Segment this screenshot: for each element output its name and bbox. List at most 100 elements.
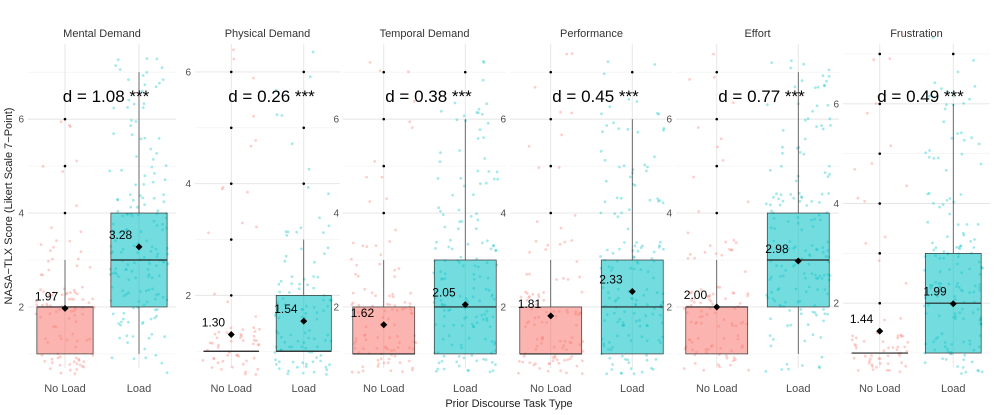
effect-size-label: d = 0.26 ***	[228, 87, 315, 106]
outlier-point	[302, 126, 306, 130]
jitter-point	[927, 94, 931, 98]
jitter-point	[956, 223, 960, 227]
jitter-point	[818, 366, 821, 370]
jitter-point	[472, 193, 475, 197]
jitter-point	[393, 354, 397, 358]
mean-marker	[547, 312, 555, 320]
x-tick-label: No Load	[363, 383, 405, 395]
jitter-point	[393, 268, 397, 272]
jitter-point	[633, 184, 637, 187]
jitter-point	[952, 94, 956, 98]
jitter-point	[494, 363, 497, 366]
jitter-point	[451, 193, 455, 197]
y-tick-label: 2	[833, 299, 839, 310]
effect-size-label: d = 0.38 ***	[385, 87, 472, 106]
jitter-point	[143, 203, 147, 207]
outlier-point	[229, 238, 233, 241]
jitter-point	[324, 365, 328, 369]
jitter-point	[641, 244, 644, 248]
jitter-point	[217, 330, 221, 334]
jitter-point	[126, 78, 130, 81]
jitter-point	[437, 361, 441, 365]
jitter-point	[119, 323, 122, 327]
jitter-point	[274, 88, 278, 92]
jitter-point	[315, 356, 318, 359]
jitter-point	[811, 310, 815, 314]
jitter-point	[229, 326, 233, 330]
jitter-point	[319, 354, 323, 357]
outlier-point	[63, 164, 67, 168]
jitter-point	[307, 167, 311, 171]
jitter-point	[477, 107, 481, 111]
jitter-point	[368, 61, 372, 64]
jitter-point	[155, 314, 159, 318]
jitter-point	[216, 361, 220, 365]
jitter-point	[941, 357, 944, 360]
jitter-point	[56, 356, 60, 360]
jitter-point	[52, 291, 56, 294]
jitter-point	[926, 192, 930, 196]
jitter-point	[229, 339, 233, 343]
jitter-point	[631, 249, 635, 253]
jitter-point	[361, 369, 365, 373]
jitter-point	[476, 111, 480, 115]
jitter-point	[898, 370, 902, 374]
jitter-point	[535, 303, 538, 306]
jitter-point	[389, 369, 393, 372]
jitter-point	[738, 302, 742, 305]
jitter-point	[608, 105, 612, 109]
jitter-point	[401, 370, 404, 374]
jitter-point	[968, 97, 971, 101]
jitter-point	[114, 64, 118, 67]
jitter-point	[800, 79, 804, 83]
jitter-point	[708, 294, 712, 297]
jitter-point	[960, 131, 963, 135]
jitter-point	[964, 370, 968, 374]
jitter-point	[566, 358, 570, 362]
outlier-point	[715, 211, 719, 215]
outlier-point	[382, 117, 386, 121]
jitter-point	[924, 151, 928, 155]
jitter-point	[605, 372, 608, 376]
jitter-point	[706, 294, 710, 298]
jitter-point	[274, 363, 278, 366]
jitter-point	[132, 357, 136, 361]
jitter-point	[768, 168, 772, 172]
jitter-point	[904, 281, 908, 285]
jitter-point	[34, 300, 38, 303]
jitter-point	[570, 52, 574, 55]
jitter-point	[47, 293, 51, 297]
jitter-point	[823, 312, 827, 316]
jitter-point	[120, 168, 123, 172]
jitter-point	[257, 343, 261, 347]
jitter-point	[408, 302, 412, 305]
jitter-point	[142, 183, 146, 186]
jitter-point	[220, 368, 223, 371]
jitter-point	[481, 78, 485, 82]
jitter-point	[901, 334, 905, 338]
jitter-point	[207, 231, 210, 235]
jitter-point	[789, 193, 793, 196]
jitter-point	[806, 117, 810, 120]
jitter-point	[976, 369, 980, 372]
jitter-point	[570, 239, 574, 242]
jitter-point	[47, 259, 50, 263]
jitter-point	[153, 172, 156, 175]
jitter-point	[689, 304, 693, 307]
jitter-point	[131, 198, 135, 202]
jitter-point	[237, 354, 241, 358]
jitter-point	[252, 114, 256, 118]
jitter-point	[821, 74, 825, 78]
jitter-point	[35, 303, 39, 307]
jitter-point	[144, 356, 148, 360]
outlier-point	[630, 70, 634, 74]
outlier-point	[229, 70, 233, 74]
jitter-point	[467, 369, 471, 372]
jitter-point	[50, 357, 54, 361]
jitter-point	[781, 151, 784, 155]
jitter-point	[563, 240, 567, 244]
jitter-point	[636, 130, 640, 134]
mean-label: 2.98	[765, 242, 789, 256]
jitter-point	[75, 159, 79, 163]
jitter-point	[287, 369, 290, 373]
